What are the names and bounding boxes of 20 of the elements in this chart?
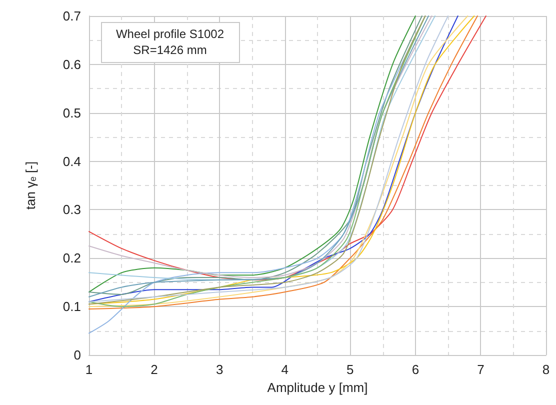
y-tick-label: 0.3 (62, 202, 81, 218)
x-tick-label: 5 (346, 362, 354, 377)
annotation: SR=1426 mm (133, 43, 207, 57)
x-tick-label: 4 (281, 362, 288, 377)
y-tick-label: 0.1 (62, 299, 81, 314)
x-axis-title: Amplitude y [mm] (267, 380, 368, 395)
x-tick-label: 8 (542, 362, 550, 377)
y-tick-label: 0 (74, 348, 81, 362)
y-tick-label: 0.7 (62, 8, 81, 24)
x-tick-label: 6 (412, 362, 420, 377)
y-tick-label: 0.4 (62, 154, 81, 169)
y-tick-label: 0.6 (62, 56, 81, 72)
x-tick-label: 3 (216, 362, 224, 377)
x-tick-label: 7 (477, 362, 484, 377)
y-tick-label: 0.2 (62, 250, 81, 266)
y-axis-title: tan γₑ [-] (23, 161, 38, 210)
y-tick-label: 0.5 (62, 105, 81, 120)
x-tick-label: 2 (150, 362, 158, 377)
x-tick-label: 1 (85, 362, 93, 377)
annotation: Wheel profile S1002 (116, 27, 224, 41)
